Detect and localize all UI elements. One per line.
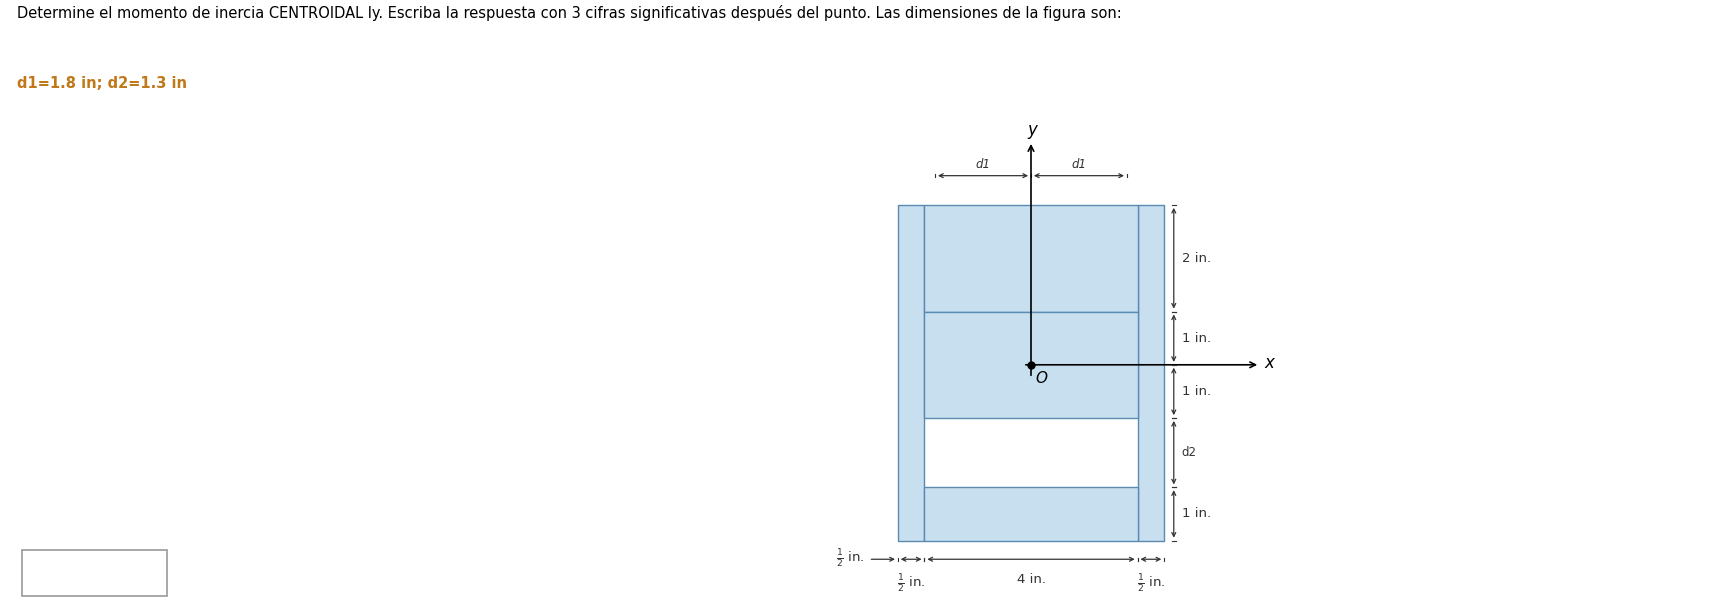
Text: y: y [1027,121,1037,139]
Text: 1 in.: 1 in. [1181,385,1210,398]
FancyBboxPatch shape [22,550,166,596]
Text: $\frac{1}{2}$ in.: $\frac{1}{2}$ in. [897,573,926,594]
Text: 4 in.: 4 in. [1017,573,1046,585]
Bar [924,205,1137,311]
Text: d1: d1 [1072,158,1087,171]
Text: O: O [1036,371,1048,386]
Bar [924,311,1137,418]
Text: d1=1.8 in; d2=1.3 in: d1=1.8 in; d2=1.3 in [17,76,187,92]
Text: 2 in.: 2 in. [1181,251,1210,265]
Text: x: x [1265,354,1274,371]
Text: 1 in.: 1 in. [1181,331,1210,345]
Bar [897,205,924,541]
Text: d2: d2 [1181,446,1197,459]
Text: Determine el momento de inercia CENTROIDAL ly. Escriba la respuesta con 3 cifras: Determine el momento de inercia CENTROID… [17,5,1121,21]
Bar [1137,205,1164,541]
Text: 1 in.: 1 in. [1181,507,1210,521]
Bar [924,487,1137,541]
Text: $\frac{1}{2}$ in.: $\frac{1}{2}$ in. [835,548,865,570]
Text: $\frac{1}{2}$ in.: $\frac{1}{2}$ in. [1137,573,1166,594]
Text: d1: d1 [976,158,991,171]
